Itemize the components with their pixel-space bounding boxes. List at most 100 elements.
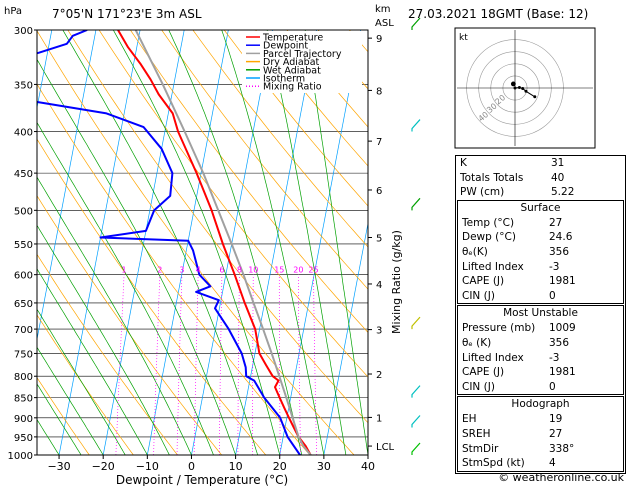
legend-label-isotherm: Isotherm — [263, 74, 305, 85]
pressure-tick-label: 750 — [14, 349, 33, 360]
most-unstable-title: Most Unstable — [503, 307, 578, 320]
mixing-ratio-line — [298, 274, 301, 455]
pressure-tick-label: 800 — [14, 372, 33, 383]
temperature-tick-label: −20 — [92, 460, 115, 473]
mixing-ratio-line — [153, 274, 161, 455]
hodograph-unit-label: kt — [459, 33, 468, 43]
row-value: 1009 — [549, 322, 576, 335]
temperature-tick-label: −30 — [47, 460, 70, 473]
table-row: θₑ(K) 356 — [458, 245, 623, 260]
row-value: 356 — [549, 245, 570, 258]
wet-adiabat-line — [37, 268, 148, 455]
row-value: 19 — [549, 413, 563, 426]
row-value: 0 — [549, 289, 556, 302]
pressure-tick-label: 550 — [14, 240, 33, 251]
table-row: θₑ (K) 356 — [458, 336, 623, 351]
row-value: 27 — [549, 216, 563, 229]
row-key: SREH — [462, 427, 491, 440]
mixing-ratio-tick-label: 1 — [122, 266, 127, 275]
pressure-tick-label: 950 — [14, 433, 33, 444]
copyright: © weatheronline.co.uk — [498, 471, 624, 484]
most-unstable-box: Most Unstable Pressure (mb) 1009 θₑ (K) 356… — [457, 305, 624, 396]
wet-adiabat-line — [37, 121, 214, 455]
row-key: K — [460, 157, 467, 169]
row-value: 0 — [549, 380, 556, 393]
km-tick-label: 2 — [376, 370, 382, 381]
wind-barb — [411, 385, 421, 398]
table-row: K 31 — [456, 156, 625, 171]
mixing-ratio-tick-label: 8 — [237, 266, 242, 275]
table-row: CAPE (J) 1981 — [458, 274, 623, 289]
table-row: Totals Totals 40 — [456, 171, 625, 186]
row-key: Lifted Index — [462, 260, 524, 273]
row-value: 27 — [549, 427, 563, 440]
table-row: Lifted Index -3 — [458, 260, 623, 275]
wind-barb — [411, 316, 421, 330]
dry-adiabat-line — [98, 30, 368, 378]
hodograph-box: Hodograph EH 19 SREH 27 StmDir 338° StmSpd (kt… — [457, 396, 624, 472]
dry-adiabat-line — [37, 253, 178, 455]
mixing-ratio-axis-label: Mixing Ratio (g/kg) — [390, 230, 403, 334]
km-tick-label: 4 — [376, 280, 382, 291]
legend-background — [242, 31, 362, 93]
row-key: Dewp (°C) — [462, 231, 516, 244]
row-value: 4 — [549, 457, 556, 470]
dry-adiabat-line — [67, 30, 368, 424]
isotherm-line — [58, 30, 141, 455]
isotherm-line — [0, 30, 8, 455]
mixing-ratio-line — [252, 274, 254, 455]
pressure-tick-label: 1000 — [8, 451, 33, 462]
dry-adiabat-line — [37, 195, 222, 455]
pressure-tick-label: 700 — [14, 325, 33, 336]
dry-adiabat-line — [192, 30, 368, 248]
temperature-tick-label: 0 — [188, 460, 195, 473]
temperature-tick-label: 30 — [317, 460, 331, 473]
row-key: θₑ(K) — [462, 245, 488, 258]
mixing-ratio-line — [237, 274, 240, 455]
km-tick-label: 8 — [376, 86, 382, 97]
datetime-title: 27.03.2021 18GMT (Base: 12) — [408, 7, 588, 21]
table-row: Dewp (°C) 24.6 — [458, 230, 623, 245]
pressure-tick-label: 350 — [14, 80, 33, 91]
temperature-tick-label: 10 — [229, 460, 243, 473]
surface-box: Surface Temp (°C) 27 Dewp (°C) 24.6 θₑ(K) 356… — [457, 199, 624, 305]
row-value: 1981 — [549, 366, 576, 379]
plot-frame — [36, 29, 369, 456]
table-row: EH 19 — [458, 412, 623, 427]
wet-adiabat-line — [37, 308, 126, 455]
row-key: CAPE (J) — [462, 366, 505, 379]
wet-adiabat-line — [37, 176, 192, 455]
row-key: Totals Totals — [460, 171, 524, 184]
row-value: 31 — [551, 157, 565, 169]
indices-panel: K 31 Totals Totals 40 PW (cm) 5.22 Surface Te… — [455, 155, 626, 474]
km-tick-label: 6 — [376, 186, 382, 197]
table-row: CIN (J) 0 — [458, 289, 623, 304]
mixing-ratio-tick-label: 4 — [196, 266, 201, 275]
row-key: Temp (°C) — [462, 216, 515, 229]
dry-adiabat-line — [255, 30, 368, 167]
km-tick-label: 5 — [376, 233, 382, 244]
temperature-tick-label: −10 — [136, 460, 159, 473]
hodograph-point — [533, 95, 537, 99]
table-row: Lifted Index -3 — [458, 351, 623, 366]
mixing-ratio-tick-label: 6 — [219, 266, 224, 275]
isotherm-line — [37, 30, 97, 342]
mixing-ratio-tick-label: 15 — [274, 266, 284, 275]
km-tick-label: 9 — [376, 34, 382, 45]
row-key: θₑ (K) — [462, 336, 492, 349]
row-key: CIN (J) — [462, 289, 495, 302]
row-value: -3 — [549, 351, 560, 364]
mixing-ratio-line — [115, 274, 125, 455]
isotherm-line — [235, 30, 317, 455]
row-value: 356 — [549, 336, 570, 349]
row-value: 24.6 — [549, 231, 573, 244]
mixing-ratio-line — [313, 274, 318, 455]
row-key: PW (cm) — [460, 186, 505, 199]
wind-barb — [411, 119, 421, 132]
dry-adiabat-line — [37, 376, 90, 455]
row-key: CAPE (J) — [462, 275, 505, 288]
wet-adiabat-line — [221, 30, 325, 455]
pressure-tick-label: 600 — [14, 271, 33, 282]
